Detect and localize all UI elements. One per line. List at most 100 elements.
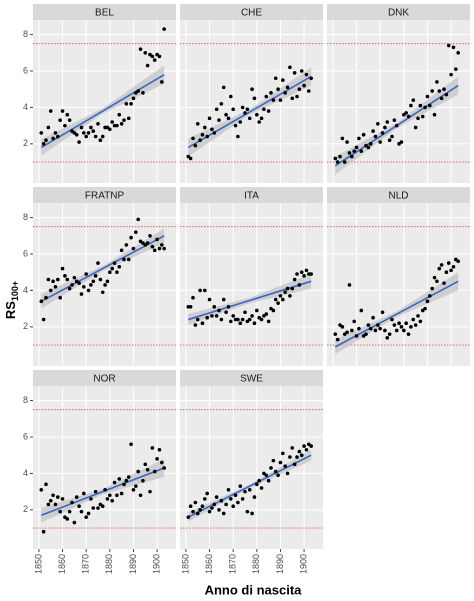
data-point xyxy=(276,301,280,305)
data-point xyxy=(278,294,283,298)
data-point xyxy=(262,107,266,112)
data-point xyxy=(292,462,297,467)
data-point xyxy=(46,125,51,130)
data-point xyxy=(108,127,112,132)
data-point xyxy=(255,308,259,313)
data-point xyxy=(79,125,84,130)
data-point xyxy=(352,319,356,324)
data-point xyxy=(188,156,193,161)
panel xyxy=(327,203,470,366)
data-point xyxy=(409,103,413,108)
data-point xyxy=(397,321,401,326)
x-tick-label: 1880 xyxy=(251,554,261,574)
data-point xyxy=(136,217,140,222)
data-point xyxy=(297,449,302,454)
data-point xyxy=(131,488,136,492)
data-point xyxy=(46,502,51,507)
data-point xyxy=(444,270,449,275)
y-tick-label: 2 xyxy=(23,504,28,514)
data-point xyxy=(283,464,287,468)
data-point xyxy=(240,105,245,110)
data-point xyxy=(63,274,67,278)
data-point xyxy=(243,489,247,494)
data-point xyxy=(430,286,434,291)
data-point xyxy=(138,493,143,498)
data-point xyxy=(409,325,413,329)
data-point xyxy=(302,444,306,448)
data-point xyxy=(188,305,193,309)
y-tick-label: 4 xyxy=(23,285,28,295)
data-point xyxy=(63,123,67,128)
data-point xyxy=(96,506,100,510)
data-point xyxy=(117,264,122,269)
data-point xyxy=(193,143,198,148)
y-tick-label: 2 xyxy=(23,321,28,331)
data-point xyxy=(425,299,430,304)
data-point xyxy=(390,134,394,139)
data-point xyxy=(451,264,456,269)
data-point xyxy=(226,305,231,309)
data-point xyxy=(148,233,152,238)
data-point xyxy=(56,277,60,282)
data-point xyxy=(378,326,382,331)
panel xyxy=(327,20,470,183)
data-point xyxy=(207,297,212,302)
x-tick-label: 1900 xyxy=(298,554,308,574)
data-point xyxy=(96,122,100,126)
data-point xyxy=(82,131,86,135)
data-point xyxy=(41,529,46,534)
data-point xyxy=(411,317,416,322)
data-point xyxy=(157,246,162,251)
data-point xyxy=(136,469,140,474)
data-point xyxy=(290,446,295,450)
data-point xyxy=(297,283,302,287)
data-point xyxy=(124,478,129,483)
data-point xyxy=(53,502,58,507)
data-point xyxy=(342,160,347,164)
data-point xyxy=(100,504,105,509)
data-point xyxy=(404,321,408,326)
data-point xyxy=(162,466,166,470)
data-point xyxy=(117,477,122,481)
data-point xyxy=(299,270,304,275)
data-point xyxy=(41,142,46,146)
data-point xyxy=(309,272,313,276)
data-point xyxy=(297,87,302,92)
data-point xyxy=(299,69,304,73)
x-tick-label: 1850 xyxy=(180,554,190,574)
data-point xyxy=(221,297,226,302)
data-point xyxy=(122,482,126,487)
panel xyxy=(33,386,176,549)
data-point xyxy=(145,63,150,68)
data-point xyxy=(247,488,252,492)
data-point xyxy=(79,509,84,514)
data-point xyxy=(157,447,162,452)
data-point xyxy=(347,151,352,155)
data-point xyxy=(406,114,411,119)
data-point xyxy=(110,498,114,503)
data-point xyxy=(129,101,133,106)
data-point xyxy=(58,509,62,514)
data-point xyxy=(380,131,385,135)
data-point xyxy=(198,508,202,512)
data-point xyxy=(214,107,219,112)
data-point xyxy=(200,132,205,137)
data-point xyxy=(399,140,404,144)
data-point xyxy=(74,495,79,499)
data-point xyxy=(126,475,131,479)
data-point xyxy=(141,91,145,95)
data-point xyxy=(350,154,354,159)
data-point xyxy=(304,268,309,273)
data-point xyxy=(413,323,418,327)
data-point xyxy=(247,116,252,121)
data-point xyxy=(195,511,200,516)
data-point xyxy=(368,142,373,146)
data-point xyxy=(91,279,96,284)
data-point xyxy=(105,497,110,501)
data-point xyxy=(100,290,105,295)
data-point xyxy=(259,317,264,322)
data-point xyxy=(72,520,77,525)
data-point xyxy=(444,92,449,97)
